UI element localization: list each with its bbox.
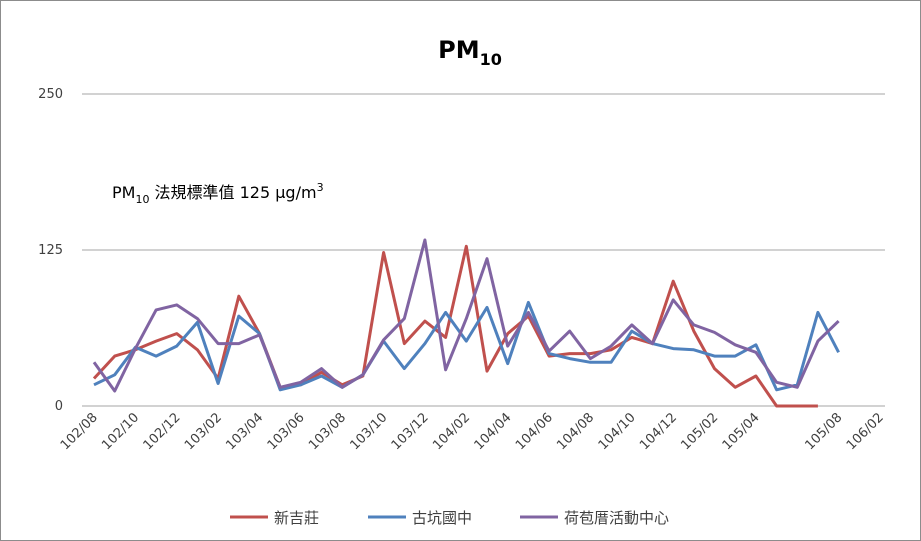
x-tick-label: 102/10 xyxy=(99,410,142,453)
x-tick-label: 103/06 xyxy=(265,410,308,453)
x-tick-label: 102/08 xyxy=(58,410,101,453)
x-tick-label: 103/04 xyxy=(223,410,266,453)
x-tick-label: 106/02 xyxy=(844,410,887,453)
chart-title: PM10 xyxy=(438,36,502,69)
x-tick-label: 104/08 xyxy=(554,410,597,453)
legend-label-series-3: 荷苞厝活動中心 xyxy=(564,509,669,527)
x-tick-label: 103/10 xyxy=(347,410,390,453)
x-tick-label: 103/08 xyxy=(306,410,349,453)
y-tick-label: 125 xyxy=(38,243,63,258)
legend-label-series-2: 古坑國中 xyxy=(412,509,472,527)
y-tick-label: 250 xyxy=(38,87,63,102)
x-tick-label: 104/12 xyxy=(637,410,680,453)
legend: 新吉莊 古坑國中 荷苞厝活動中心 xyxy=(230,509,669,527)
x-tick-label: 104/04 xyxy=(472,410,515,453)
series-layer xyxy=(92,238,840,408)
x-tick-label: 103/12 xyxy=(389,410,432,453)
y-tick-label: 0 xyxy=(55,399,63,414)
x-tick-labels: 102/08102/10102/12103/02103/04103/06103/… xyxy=(58,410,887,453)
legend-label-series-1: 新吉莊 xyxy=(274,509,319,527)
x-tick-label: 105/08 xyxy=(802,410,845,453)
x-tick-label: 102/12 xyxy=(141,410,184,453)
standard-annotation: PM10 法規標準值 125 µg/m3 xyxy=(112,181,324,206)
x-tick-label: 105/02 xyxy=(678,410,721,453)
gridlines xyxy=(82,93,885,407)
x-tick-label: 104/06 xyxy=(513,410,556,453)
x-tick-label: 103/02 xyxy=(182,410,225,453)
series-line-2 xyxy=(93,300,840,392)
series-line-3 xyxy=(92,238,840,393)
x-tick-label: 104/02 xyxy=(430,410,473,453)
x-tick-label: 105/04 xyxy=(720,410,763,453)
x-tick-label: 104/10 xyxy=(596,410,639,453)
